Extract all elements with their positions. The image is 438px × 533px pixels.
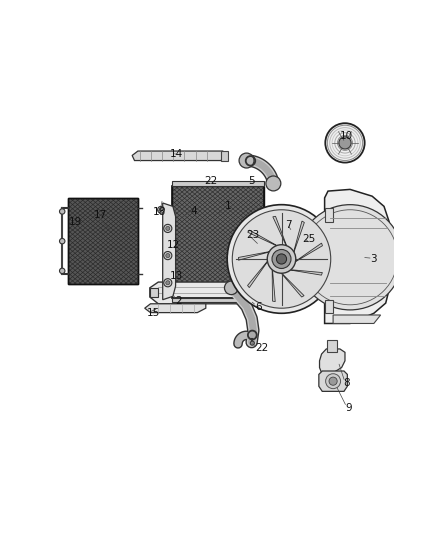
Polygon shape bbox=[290, 270, 322, 275]
Circle shape bbox=[239, 153, 254, 168]
Text: 10: 10 bbox=[340, 131, 353, 141]
Polygon shape bbox=[172, 186, 264, 298]
Circle shape bbox=[60, 238, 65, 244]
Circle shape bbox=[329, 377, 337, 385]
Text: 8: 8 bbox=[343, 378, 350, 388]
Text: 23: 23 bbox=[247, 230, 260, 240]
Circle shape bbox=[267, 245, 296, 273]
Circle shape bbox=[158, 206, 164, 213]
Circle shape bbox=[325, 123, 365, 163]
Circle shape bbox=[159, 208, 162, 212]
Circle shape bbox=[166, 254, 170, 257]
Polygon shape bbox=[319, 371, 347, 391]
Polygon shape bbox=[272, 270, 275, 302]
Circle shape bbox=[227, 205, 336, 313]
Polygon shape bbox=[238, 252, 269, 260]
Polygon shape bbox=[273, 216, 286, 246]
Circle shape bbox=[276, 254, 286, 264]
Polygon shape bbox=[248, 230, 277, 246]
Circle shape bbox=[166, 281, 170, 285]
Text: 15: 15 bbox=[146, 308, 160, 318]
Polygon shape bbox=[320, 349, 345, 373]
Polygon shape bbox=[150, 282, 258, 304]
Polygon shape bbox=[294, 221, 304, 252]
Polygon shape bbox=[132, 151, 224, 160]
Polygon shape bbox=[247, 261, 268, 288]
Circle shape bbox=[297, 205, 403, 310]
Circle shape bbox=[164, 224, 172, 232]
Polygon shape bbox=[333, 315, 381, 324]
Text: 17: 17 bbox=[94, 210, 107, 220]
Polygon shape bbox=[281, 273, 304, 297]
Text: 12: 12 bbox=[167, 240, 180, 251]
Circle shape bbox=[164, 252, 172, 260]
Text: 6: 6 bbox=[255, 302, 261, 311]
Circle shape bbox=[60, 268, 65, 273]
Circle shape bbox=[60, 209, 65, 214]
Polygon shape bbox=[150, 288, 158, 297]
Circle shape bbox=[166, 227, 170, 230]
Polygon shape bbox=[172, 298, 264, 302]
Text: 2: 2 bbox=[175, 296, 182, 306]
Polygon shape bbox=[296, 243, 322, 262]
Polygon shape bbox=[325, 189, 389, 324]
Text: 1: 1 bbox=[224, 201, 231, 212]
Circle shape bbox=[250, 341, 254, 345]
Circle shape bbox=[164, 279, 172, 287]
Text: 5: 5 bbox=[248, 176, 255, 186]
Polygon shape bbox=[68, 198, 138, 285]
Text: 22: 22 bbox=[255, 343, 268, 353]
Circle shape bbox=[325, 374, 341, 389]
Text: 19: 19 bbox=[68, 216, 81, 227]
Polygon shape bbox=[172, 181, 264, 186]
Polygon shape bbox=[327, 341, 337, 352]
Text: 4: 4 bbox=[191, 206, 197, 216]
Text: 22: 22 bbox=[204, 176, 217, 186]
Polygon shape bbox=[325, 208, 333, 222]
Text: 18: 18 bbox=[153, 207, 166, 217]
Text: 14: 14 bbox=[170, 149, 184, 159]
Circle shape bbox=[232, 210, 331, 308]
Polygon shape bbox=[162, 203, 176, 300]
Circle shape bbox=[225, 281, 238, 295]
Polygon shape bbox=[325, 300, 333, 313]
Circle shape bbox=[339, 137, 351, 149]
Polygon shape bbox=[145, 304, 206, 313]
Text: 7: 7 bbox=[286, 220, 292, 230]
Text: 25: 25 bbox=[303, 233, 316, 244]
Polygon shape bbox=[221, 151, 228, 160]
Text: 3: 3 bbox=[371, 254, 377, 264]
Text: 9: 9 bbox=[345, 402, 352, 413]
Circle shape bbox=[272, 249, 291, 269]
Text: 13: 13 bbox=[170, 271, 184, 281]
Circle shape bbox=[266, 176, 281, 191]
